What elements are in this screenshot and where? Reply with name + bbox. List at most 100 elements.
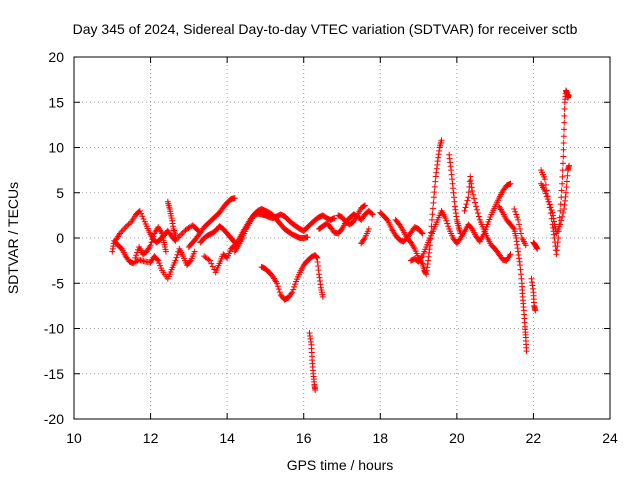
data-point <box>559 213 566 220</box>
plot-frame <box>73 56 611 420</box>
data-point <box>291 283 298 290</box>
data-point <box>566 162 573 169</box>
data-point <box>136 207 143 214</box>
data-point <box>178 231 185 238</box>
y-tick-label: 5 <box>56 185 64 201</box>
data-point <box>465 194 472 201</box>
x-tick-label: 24 <box>602 430 618 446</box>
data-point <box>512 208 519 215</box>
data-point <box>429 211 436 218</box>
data-point <box>361 236 368 243</box>
data-point <box>430 199 437 206</box>
data-point <box>473 203 479 210</box>
data-point <box>432 178 439 185</box>
data-point <box>140 215 147 222</box>
data-point <box>431 183 438 190</box>
data-point <box>181 228 188 235</box>
data-point <box>560 153 567 160</box>
y-axis-label: SDTVAR / TECUs <box>5 182 21 294</box>
x-axis-label: GPS time / hours <box>287 457 394 473</box>
data-point <box>172 257 179 264</box>
data-point <box>546 201 553 208</box>
gridlines <box>74 57 610 419</box>
data-point <box>209 263 216 270</box>
data-point <box>545 198 552 205</box>
data-point <box>138 210 145 217</box>
data-point <box>383 216 390 223</box>
data-point <box>563 178 570 185</box>
data-point <box>319 293 326 300</box>
data-point <box>462 204 469 211</box>
data-point <box>471 195 478 202</box>
x-tick-label: 16 <box>296 430 312 446</box>
data-point <box>132 254 139 261</box>
chart-title: Day 345 of 2024, Sidereal Day-to-day VTE… <box>73 21 578 37</box>
data-point <box>173 254 180 261</box>
x-tick-label: 10 <box>66 430 82 446</box>
data-point <box>473 206 480 213</box>
data-point <box>125 221 132 228</box>
data-point <box>206 257 213 264</box>
data-point <box>534 245 541 252</box>
data-point <box>276 289 283 296</box>
data-point <box>470 191 477 198</box>
data-point <box>139 213 146 220</box>
data-point <box>274 283 281 290</box>
data-point <box>292 281 299 288</box>
data-point <box>507 251 514 258</box>
data-point <box>365 225 372 232</box>
data-point <box>517 225 524 232</box>
y-tick-label: -20 <box>44 411 64 427</box>
data-point <box>154 256 161 263</box>
data-point <box>541 176 548 183</box>
x-tick-label: 20 <box>449 430 465 446</box>
data-point <box>555 235 562 241</box>
y-tick-label: -15 <box>44 366 64 382</box>
y-tick-label: 15 <box>48 94 64 110</box>
data-point <box>560 139 567 146</box>
data-point <box>543 193 550 200</box>
data-point <box>563 184 570 191</box>
data-point <box>147 242 154 249</box>
y-tick-label: 10 <box>48 140 64 156</box>
y-tick-label: 20 <box>48 49 64 65</box>
data-point <box>559 173 566 180</box>
data-point <box>369 211 376 218</box>
data-point <box>289 289 296 296</box>
y-tick-label: -5 <box>52 275 65 291</box>
data-point <box>124 222 131 229</box>
data-point <box>557 221 564 228</box>
data-point <box>444 220 451 227</box>
y-tick-labels: -20 -15 -10 -5 0 5 10 15 20 <box>44 49 64 427</box>
data-point <box>304 234 311 241</box>
data-point <box>205 256 212 263</box>
data-point <box>558 187 565 194</box>
data-point <box>231 195 238 202</box>
data-point <box>179 230 186 237</box>
data-point <box>463 201 470 208</box>
data-point <box>523 348 530 355</box>
data-point <box>469 187 476 194</box>
data-points <box>109 87 573 394</box>
data-point <box>312 387 319 394</box>
data-point <box>431 189 438 196</box>
data-point <box>560 146 567 153</box>
x-tick-label: 14 <box>219 430 235 446</box>
data-point <box>561 119 568 126</box>
data-point <box>438 137 445 144</box>
data-point <box>564 172 571 179</box>
data-point <box>418 254 425 261</box>
x-tick-label: 22 <box>526 430 542 446</box>
data-point <box>472 199 479 206</box>
data-point <box>474 210 481 217</box>
data-point <box>457 230 464 237</box>
data-point <box>558 217 565 224</box>
data-point <box>464 197 471 204</box>
data-point <box>547 204 554 211</box>
data-point <box>445 223 452 230</box>
data-point <box>562 189 569 196</box>
data-point <box>561 112 568 119</box>
x-tick-label: 18 <box>372 430 388 446</box>
data-point <box>126 220 133 227</box>
